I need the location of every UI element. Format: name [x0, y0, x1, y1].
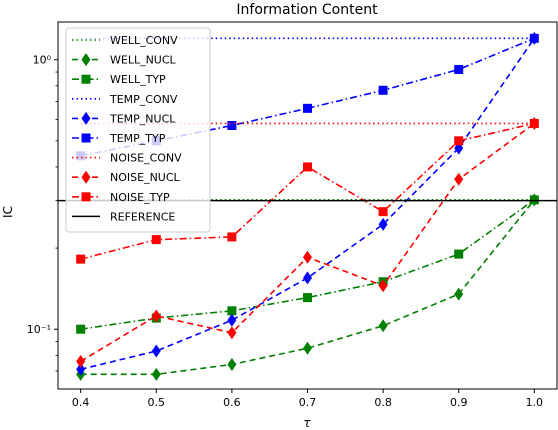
y-axis-label: IC	[1, 206, 15, 218]
data-point	[227, 313, 237, 327]
y-tick-label: 10⁰	[33, 54, 52, 67]
data-point	[151, 309, 161, 323]
data-point	[151, 344, 161, 358]
legend-entry-well-nucl: WELL_NUCL	[72, 53, 177, 67]
x-tick-label: 0.9	[450, 396, 468, 409]
legend-entry-temp-nucl: TEMP_NUCL	[72, 111, 176, 125]
legend-label: TEMP_TYP	[109, 132, 166, 145]
legend: WELL_CONV WELL_NUCL WELL_TYP TEMP_CONV TEMP_…	[65, 27, 211, 233]
y-tick-label: 10⁻¹	[27, 323, 51, 336]
data-point	[227, 232, 237, 242]
data-point	[303, 162, 312, 172]
data-point	[76, 362, 86, 376]
legend-marker	[81, 170, 91, 184]
legend-entry-well-conv: WELL_CONV	[72, 34, 178, 47]
x-tick-label: 0.8	[374, 396, 392, 409]
data-point	[227, 326, 237, 340]
series-noise-typ	[76, 118, 539, 264]
legend-entry-noise-typ: NOISE_TYP	[72, 191, 170, 204]
x-tick-label: 0.5	[148, 396, 166, 409]
legend-marker	[81, 133, 91, 143]
data-point	[378, 85, 388, 95]
data-point	[529, 118, 539, 128]
data-point	[303, 293, 312, 303]
x-axis: 0.4 0.5 0.6 0.7 0.8 0.9 1.0	[72, 389, 543, 409]
legend-entry-noise-nucl: NOISE_NUCL	[72, 170, 181, 184]
data-point	[303, 103, 312, 113]
series-noise-nucl	[76, 116, 539, 368]
legend-label: TEMP_CONV	[109, 93, 178, 106]
plot-area	[57, 21, 558, 390]
x-tick-label: 0.4	[72, 396, 90, 409]
data-point	[76, 354, 86, 368]
legend-label: REFERENCE	[110, 210, 175, 223]
legend-marker	[81, 74, 91, 84]
data-point	[454, 249, 464, 259]
data-point	[303, 271, 312, 285]
legend-entry-temp-conv: TEMP_CONV	[72, 93, 178, 106]
x-tick-label: 0.6	[223, 396, 241, 409]
legend-marker	[81, 111, 91, 125]
legend-label: NOISE_TYP	[110, 191, 170, 204]
legend-entry-reference: REFERENCE	[72, 210, 175, 223]
legend-entry-temp-typ: TEMP_TYP	[72, 132, 166, 145]
data-point	[76, 254, 86, 264]
data-point	[227, 357, 237, 371]
data-point	[454, 136, 464, 146]
data-point	[454, 172, 464, 186]
data-point	[76, 324, 86, 334]
legend-label: NOISE_CONV	[110, 152, 182, 165]
chart-title: Information Content	[236, 2, 378, 18]
data-point	[454, 64, 464, 74]
data-point	[151, 235, 161, 245]
legend-label: WELL_NUCL	[110, 54, 177, 67]
legend-label: NOISE_NUCL	[110, 171, 181, 184]
data-point	[303, 341, 312, 355]
legend-box	[65, 27, 211, 233]
legend-label: TEMP_NUCL	[109, 112, 176, 125]
data-point	[151, 367, 161, 381]
data-point	[378, 319, 388, 333]
data-point	[303, 250, 312, 264]
data-point	[227, 120, 237, 130]
legend-marker	[81, 192, 91, 202]
legend-entry-well-typ: WELL_TYP	[72, 73, 166, 86]
x-tick-label: 1.0	[526, 396, 544, 409]
legend-label: WELL_TYP	[110, 73, 166, 86]
legend-entry-noise-conv: NOISE_CONV	[72, 152, 182, 165]
x-tick-label: 0.7	[299, 396, 317, 409]
data-point	[378, 279, 388, 293]
legend-marker	[81, 53, 91, 67]
data-point	[227, 306, 237, 316]
y-axis: 10⁰ 10⁻¹	[27, 54, 58, 372]
x-axis-label: τ	[303, 416, 311, 430]
data-point	[454, 287, 464, 301]
series-layer	[76, 31, 539, 381]
data-point	[378, 217, 388, 231]
data-point	[378, 207, 388, 217]
data-point	[529, 33, 539, 43]
data-point	[529, 195, 539, 205]
legend-label: WELL_CONV	[110, 34, 178, 47]
